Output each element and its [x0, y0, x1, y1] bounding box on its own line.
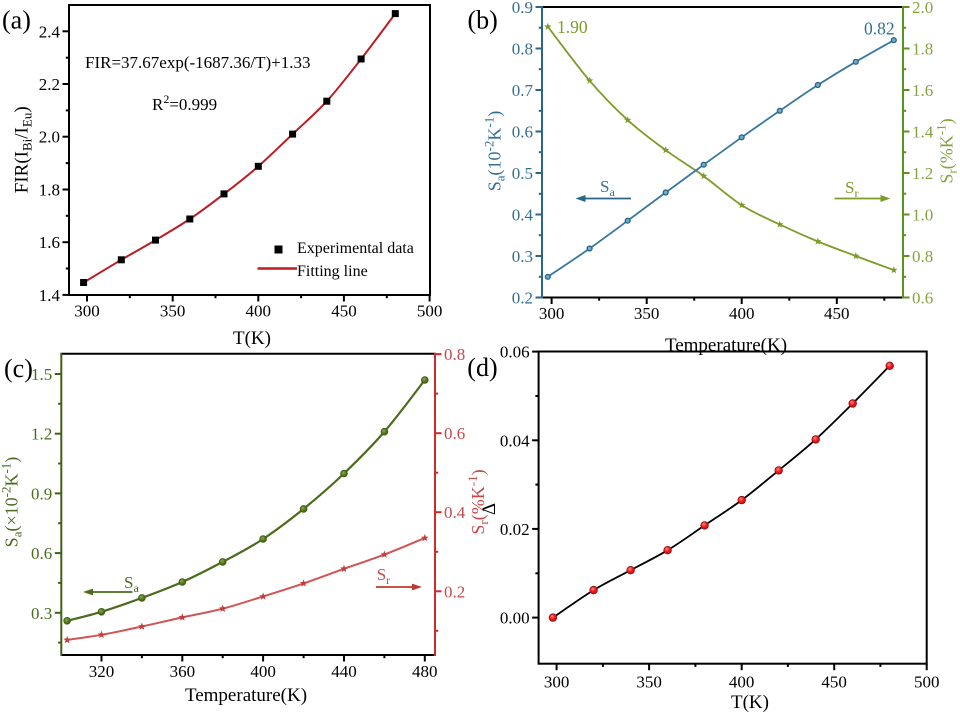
svg-text:(c): (c): [4, 354, 33, 383]
svg-text:Temperature(K): Temperature(K): [185, 685, 307, 706]
svg-text:480: 480: [412, 662, 438, 681]
svg-text:2.2: 2.2: [39, 75, 60, 94]
svg-text:Sr(%K-1): Sr(%K-1): [465, 469, 491, 534]
svg-text:0.7: 0.7: [512, 81, 534, 100]
svg-text:350: 350: [634, 304, 660, 323]
svg-text:1.4: 1.4: [912, 123, 934, 142]
svg-text:1.4: 1.4: [39, 286, 61, 305]
svg-text:Sr: Sr: [845, 178, 858, 200]
svg-text:0.6: 0.6: [912, 289, 933, 308]
svg-text:Sr: Sr: [377, 565, 390, 587]
svg-text:0.4: 0.4: [512, 206, 534, 225]
svg-text:400: 400: [729, 673, 755, 692]
svg-text:Sa(10-2K-1): Sa(10-2K-1): [482, 111, 508, 191]
svg-text:0.06: 0.06: [500, 343, 530, 362]
svg-text:Sa: Sa: [600, 177, 615, 199]
svg-text:0.2: 0.2: [444, 582, 465, 601]
svg-text:T(K): T(K): [233, 328, 271, 349]
svg-text:0.00: 0.00: [500, 609, 530, 628]
svg-text:1.2: 1.2: [31, 425, 52, 444]
svg-text:500: 500: [914, 673, 940, 692]
svg-text:450: 450: [331, 302, 357, 321]
svg-text:FIR(IBi/IEu): FIR(IBi/IEu): [12, 106, 35, 193]
svg-text:450: 450: [824, 304, 850, 323]
svg-text:300: 300: [544, 673, 570, 692]
svg-text:(a): (a): [2, 5, 31, 34]
svg-text:400: 400: [250, 662, 276, 681]
svg-text:0.6: 0.6: [512, 123, 533, 142]
svg-text:1.2: 1.2: [912, 164, 933, 183]
svg-text:1.8: 1.8: [39, 180, 60, 199]
svg-text:T(K): T(K): [731, 692, 769, 713]
svg-text:1.6: 1.6: [912, 81, 933, 100]
svg-text:0.9: 0.9: [31, 484, 52, 503]
svg-text:Sa(×10-2K-1): Sa(×10-2K-1): [0, 457, 25, 548]
svg-text:1.8: 1.8: [912, 40, 933, 59]
svg-text:500: 500: [417, 302, 443, 321]
svg-text:0.02: 0.02: [500, 520, 530, 539]
svg-text:Temperature(K): Temperature(K): [665, 335, 787, 356]
svg-text:0.2: 0.2: [512, 289, 533, 308]
svg-text:0.82: 0.82: [864, 19, 895, 39]
svg-text:Fitting line: Fitting line: [297, 263, 368, 280]
svg-text:2.0: 2.0: [39, 128, 60, 147]
svg-text:0.4: 0.4: [444, 503, 466, 522]
svg-text:0.6: 0.6: [31, 544, 52, 563]
svg-text:400: 400: [729, 304, 755, 323]
svg-text:1.5: 1.5: [31, 365, 52, 384]
svg-text:0.9: 0.9: [512, 0, 533, 17]
svg-text:350: 350: [160, 302, 186, 321]
svg-text:Experimental data: Experimental data: [297, 240, 414, 257]
svg-text:450: 450: [821, 673, 847, 692]
svg-text:1.90: 1.90: [557, 17, 588, 37]
svg-text:2.0: 2.0: [912, 0, 933, 17]
svg-text:360: 360: [170, 662, 196, 681]
svg-text:2.4: 2.4: [39, 22, 61, 41]
svg-text:0.8: 0.8: [444, 345, 465, 364]
svg-text:FIR=37.67exp(-1687.36/T)+1.33: FIR=37.67exp(-1687.36/T)+1.33: [85, 53, 311, 72]
svg-text:400: 400: [246, 302, 272, 321]
svg-text:0.3: 0.3: [512, 247, 533, 266]
svg-text:R2=0.999: R2=0.999: [152, 92, 217, 114]
svg-text:0.8: 0.8: [512, 40, 533, 59]
svg-text:440: 440: [331, 662, 357, 681]
svg-text:320: 320: [89, 662, 115, 681]
svg-text:Δ: Δ: [479, 503, 500, 515]
svg-text:0.6: 0.6: [444, 424, 465, 443]
svg-text:(d): (d): [467, 353, 497, 382]
svg-text:Sr(%K-1): Sr(%K-1): [934, 118, 960, 183]
svg-text:350: 350: [636, 673, 662, 692]
svg-text:300: 300: [539, 304, 565, 323]
svg-text:0.5: 0.5: [512, 164, 533, 183]
svg-text:1.0: 1.0: [912, 206, 933, 225]
svg-text:1.6: 1.6: [39, 233, 60, 252]
svg-text:0.3: 0.3: [31, 604, 52, 623]
svg-text:0.04: 0.04: [500, 431, 530, 450]
svg-text:(b): (b): [468, 5, 498, 34]
svg-text:300: 300: [74, 302, 100, 321]
svg-text:0.8: 0.8: [912, 247, 933, 266]
